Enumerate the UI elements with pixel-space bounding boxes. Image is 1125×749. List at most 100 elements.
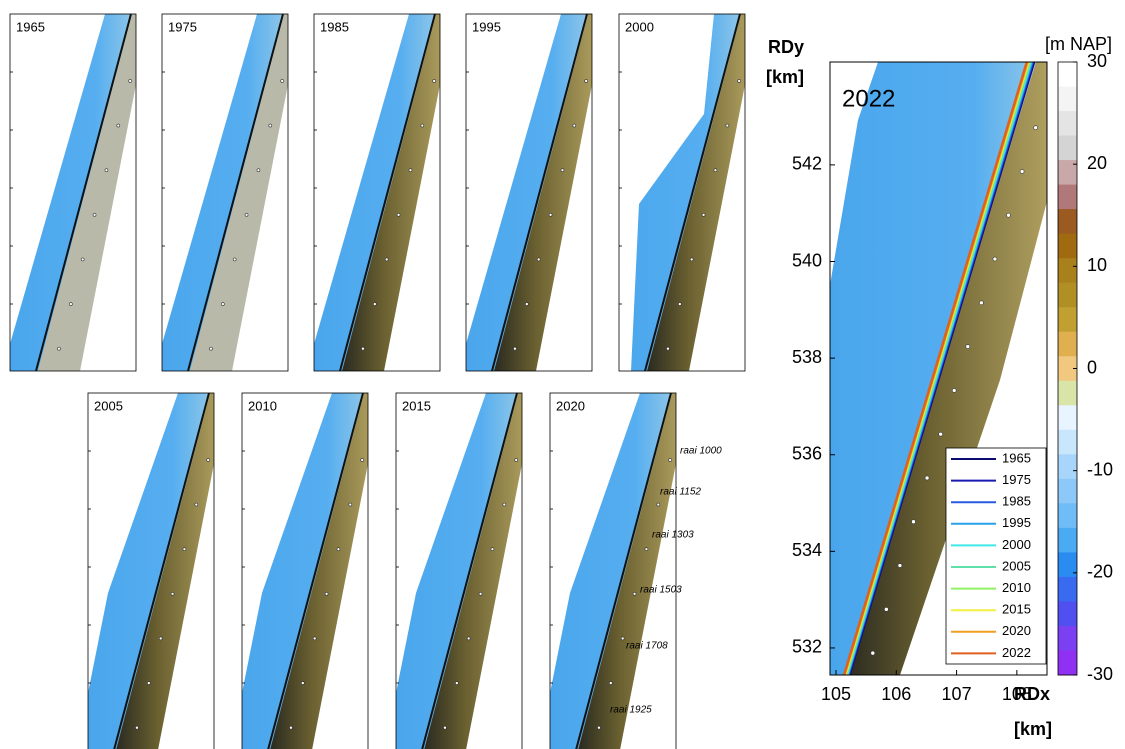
land	[494, 14, 592, 371]
panel-content	[466, 14, 600, 371]
label-bg	[244, 397, 284, 415]
survey-point	[737, 79, 741, 83]
x-tick-label: 108	[1002, 684, 1032, 704]
raai-label: raai 1152	[660, 487, 701, 498]
y-tick-label: 540	[792, 250, 822, 270]
survey-point	[324, 592, 329, 596]
survey-point	[206, 458, 210, 462]
survey-point	[116, 123, 121, 128]
map-panel: 1965	[9, 13, 144, 372]
legend-label: 2000	[1002, 537, 1031, 552]
colorbar-band	[1058, 527, 1077, 553]
panel-content	[550, 393, 676, 749]
survey-point	[897, 563, 903, 568]
survey-point	[678, 302, 682, 306]
survey-point	[513, 346, 517, 351]
colorbar-band	[1058, 380, 1077, 406]
survey-point	[209, 346, 213, 351]
survey-point	[361, 346, 365, 351]
land	[270, 393, 368, 749]
survey-point	[420, 123, 425, 128]
survey-point	[490, 547, 495, 551]
y-axis-label: RDy	[768, 37, 804, 57]
survey-point	[525, 302, 529, 306]
survey-point	[170, 592, 175, 596]
colorbar-band	[1058, 454, 1077, 480]
y-tick-label: 536	[792, 443, 822, 463]
colorbar-tick-label: -10	[1087, 459, 1113, 479]
survey-point	[1006, 212, 1011, 218]
panel-content	[88, 393, 214, 749]
survey-point	[141, 35, 144, 38]
x-axis-label: RDx	[1014, 684, 1050, 704]
survey-point	[597, 35, 600, 38]
colorbar-band	[1058, 478, 1077, 504]
colorbar-tick-label: -30	[1087, 664, 1113, 684]
survey-point	[373, 302, 377, 306]
legend-label: 1995	[1002, 515, 1031, 530]
survey-point	[713, 168, 718, 172]
colorbar-band	[1058, 650, 1077, 676]
map-panel: 2010	[241, 392, 369, 749]
survey-point	[348, 502, 353, 507]
survey-point	[584, 79, 588, 83]
survey-point	[268, 123, 273, 128]
panel-frame	[549, 392, 677, 749]
legend-label: 2010	[1002, 580, 1031, 595]
map-panel: 2015	[395, 392, 523, 749]
land	[424, 393, 522, 749]
colorbar-band	[1058, 552, 1077, 578]
shoreline	[644, 14, 741, 371]
survey-point	[992, 256, 998, 262]
survey-point	[1033, 125, 1038, 130]
shoreline	[339, 14, 436, 371]
colorbar-band	[1058, 135, 1077, 161]
survey-point	[536, 257, 541, 262]
survey-point	[221, 302, 225, 306]
survey-point	[280, 79, 284, 83]
survey-point	[408, 168, 413, 172]
panel-frame	[9, 13, 137, 372]
colorbar-band	[1058, 625, 1077, 651]
raai-label: raai 1503	[640, 585, 682, 596]
map-panel: 2000	[618, 13, 746, 372]
panel-year: 2000	[625, 19, 654, 34]
survey-point	[80, 257, 85, 262]
x-tick-label: 107	[942, 684, 972, 704]
y-axis-unit: [km]	[766, 67, 804, 87]
survey-point	[884, 607, 889, 612]
panel-year: 1985	[320, 19, 349, 34]
legend-label: 1965	[1002, 450, 1031, 465]
survey-point	[911, 519, 916, 525]
survey-point	[69, 302, 73, 306]
panel-content	[242, 393, 368, 749]
survey-point	[104, 168, 109, 172]
label-bg	[398, 397, 438, 415]
shoreline	[575, 393, 672, 749]
survey-point	[668, 458, 672, 462]
colorbar-band	[1058, 356, 1077, 382]
shoreline	[35, 14, 132, 371]
colorbar-band	[1058, 111, 1077, 137]
land	[578, 393, 676, 749]
survey-point	[396, 213, 401, 217]
survey-point	[445, 35, 448, 38]
panel-frame	[87, 392, 215, 749]
label-bg	[316, 18, 356, 36]
sea-bed	[619, 14, 741, 371]
survey-point	[1046, 83, 1047, 85]
colorbar-band	[1058, 503, 1077, 529]
land	[342, 14, 440, 371]
shoreline	[421, 393, 518, 749]
map-title: 2022	[842, 85, 895, 112]
label-bg	[621, 18, 661, 36]
legend-label: 1975	[1002, 472, 1031, 487]
legend-label: 2022	[1002, 645, 1031, 660]
survey-point	[182, 547, 187, 551]
x-axis-unit: [km]	[1014, 719, 1052, 739]
map-content	[830, 62, 1047, 675]
survey-point	[384, 257, 389, 262]
label-bg	[164, 18, 204, 36]
panel-year: 2010	[248, 398, 277, 413]
colorbar-tick-label: -20	[1087, 562, 1113, 582]
